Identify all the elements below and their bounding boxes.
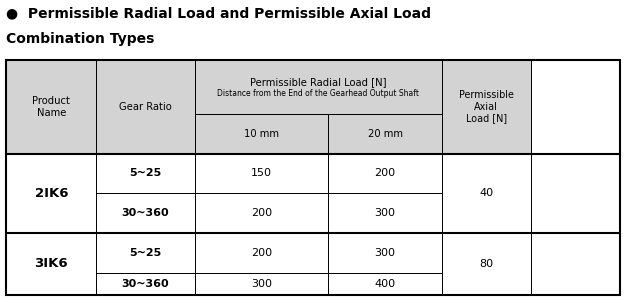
Text: 200: 200 [251, 248, 272, 258]
Bar [328, 193, 442, 233]
Text: 30~360: 30~360 [121, 279, 169, 289]
Text: 3IK6: 3IK6 [34, 257, 68, 271]
Text: 300: 300 [251, 279, 272, 289]
Bar [96, 193, 195, 233]
Text: 2IK6: 2IK6 [34, 187, 68, 200]
Bar [328, 114, 442, 154]
Bar [328, 233, 442, 273]
Bar [6, 154, 96, 193]
Bar [442, 233, 531, 273]
Bar [195, 233, 328, 273]
Bar [195, 193, 328, 233]
Text: 30~360: 30~360 [121, 208, 169, 218]
Text: 20 mm: 20 mm [367, 129, 403, 139]
Text: Distance from the End of the Gearhead Output Shaft: Distance from the End of the Gearhead Ou… [217, 89, 419, 98]
Text: 5~25: 5~25 [130, 248, 162, 258]
Text: Gear Ratio: Gear Ratio [119, 102, 172, 112]
Bar [195, 273, 328, 295]
Bar [96, 233, 195, 273]
Bar [328, 273, 442, 295]
Bar [96, 154, 195, 193]
Bar [6, 233, 96, 273]
Bar [96, 273, 195, 295]
Text: 300: 300 [374, 248, 396, 258]
Bar [6, 60, 96, 154]
Bar [442, 154, 531, 193]
Text: 40: 40 [480, 188, 493, 198]
Text: Permissible
Axial
Load [N]: Permissible Axial Load [N] [459, 90, 514, 123]
Bar [328, 154, 442, 193]
Bar [96, 60, 195, 154]
Bar [6, 193, 96, 233]
Text: 150: 150 [251, 168, 272, 178]
Bar [442, 60, 531, 154]
Text: Combination Types: Combination Types [6, 32, 155, 46]
Text: Permissible Radial Load [N]: Permissible Radial Load [N] [250, 77, 386, 87]
Bar [6, 273, 96, 295]
Text: 10 mm: 10 mm [244, 129, 279, 139]
Bar [195, 60, 442, 114]
Bar [195, 154, 328, 193]
Text: 400: 400 [374, 279, 396, 289]
Text: 200: 200 [251, 208, 272, 218]
Bar [442, 233, 531, 295]
Bar [6, 60, 620, 295]
Text: 200: 200 [374, 168, 396, 178]
Bar [442, 273, 531, 295]
Text: ●  Permissible Radial Load and Permissible Axial Load: ● Permissible Radial Load and Permissibl… [6, 7, 431, 20]
Bar [6, 233, 96, 295]
Bar [195, 114, 328, 154]
Bar [442, 154, 531, 233]
Text: Product
Name: Product Name [33, 96, 70, 118]
Bar [442, 193, 531, 233]
Bar [6, 154, 96, 233]
Text: 5~25: 5~25 [130, 168, 162, 178]
Text: 80: 80 [480, 259, 493, 269]
Text: 300: 300 [374, 208, 396, 218]
